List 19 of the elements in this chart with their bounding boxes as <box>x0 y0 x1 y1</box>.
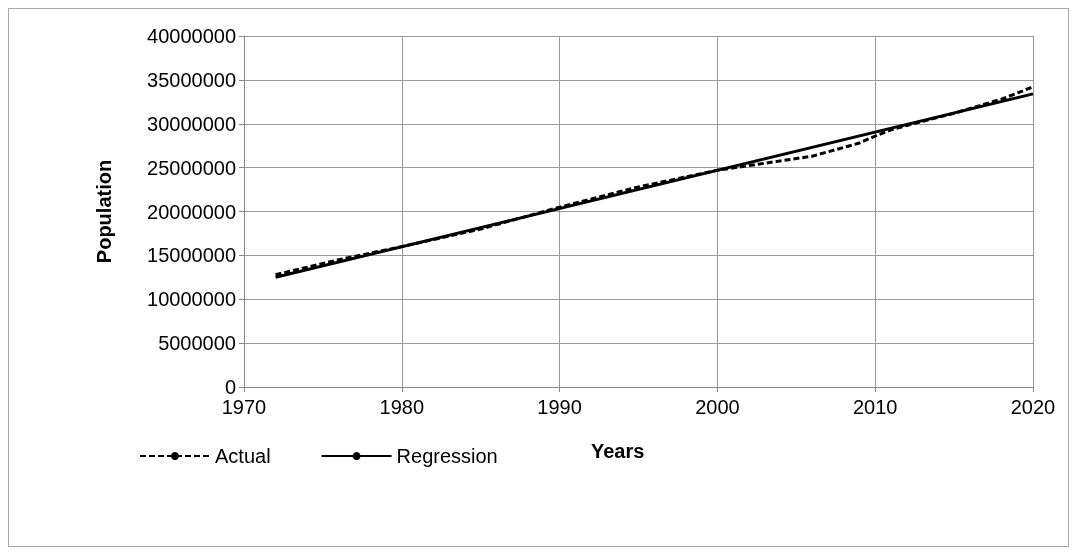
y-tick-label: 40000000 <box>147 25 236 47</box>
x-tick-label: 2010 <box>852 396 898 418</box>
legend-label: Regression <box>396 445 498 467</box>
y-tick-label: 35000000 <box>147 68 236 91</box>
y-tick-label: 25000000 <box>147 156 236 179</box>
y-tick-label: 30000000 <box>147 112 236 135</box>
x-tick-label: 1990 <box>537 396 582 418</box>
x-tick-label: 1980 <box>379 396 425 418</box>
legend-label: Actual <box>215 445 271 467</box>
y-tick-label: 20000000 <box>147 200 236 223</box>
x-tick-label: 1970 <box>221 396 267 418</box>
y-tick-label: 0 <box>224 376 236 398</box>
x-tick-label: 2000 <box>695 396 740 418</box>
x-tick-label: 2020 <box>1010 396 1056 418</box>
x-axis-title: Years <box>591 440 645 462</box>
y-tick-label: 10000000 <box>147 288 236 311</box>
y-tick-label: 5000000 <box>158 332 236 355</box>
y-axis-title: Population <box>93 159 115 264</box>
y-tick-label: 15000000 <box>147 244 236 267</box>
